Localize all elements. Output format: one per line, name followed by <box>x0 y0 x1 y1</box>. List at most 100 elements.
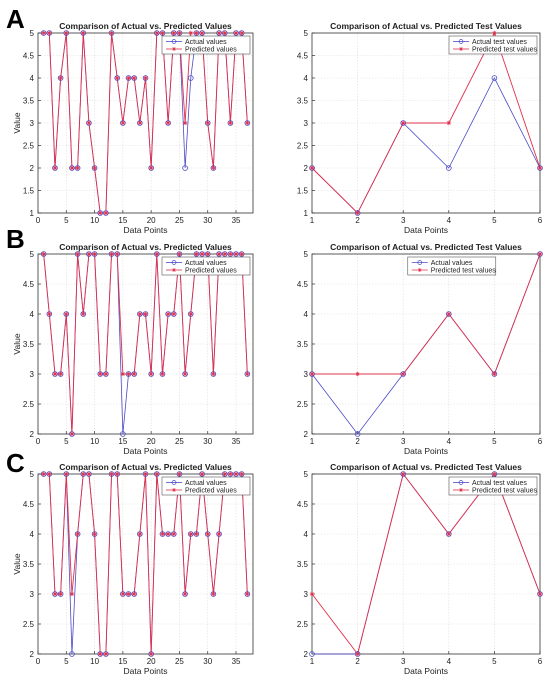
data-point-predicted <box>52 165 58 171</box>
data-point-actual <box>354 210 361 216</box>
data-point-actual <box>46 471 53 477</box>
data-point-predicted <box>109 471 114 477</box>
data-point-predicted <box>211 591 216 597</box>
data-point-actual <box>40 471 47 477</box>
x-axis-label: Data Points <box>124 225 168 235</box>
data-point-predicted <box>199 251 205 257</box>
x-tick-label: 5 <box>492 437 497 446</box>
y-tick-label: 3 <box>30 590 35 599</box>
data-point-predicted <box>92 251 97 257</box>
data-point-actual <box>69 431 75 437</box>
data-point-predicted <box>120 120 126 126</box>
data-point-predicted <box>492 471 497 477</box>
data-point-actual <box>400 120 407 126</box>
data-point-predicted <box>109 30 114 36</box>
y-tick-label: 4.5 <box>297 52 309 61</box>
legend-marker <box>172 488 176 492</box>
data-point-actual <box>69 651 75 657</box>
data-point-actual <box>63 311 70 317</box>
y-tick-label: 1.5 <box>297 187 309 196</box>
data-point-actual <box>154 30 160 36</box>
data-point-actual <box>74 165 81 171</box>
data-point-predicted <box>233 471 239 477</box>
x-tick-label: 0 <box>36 216 41 225</box>
data-point-predicted <box>205 531 210 537</box>
x-tick-label: 35 <box>232 657 241 666</box>
y-tick-label: 4.5 <box>23 280 35 289</box>
x-axis-label: Data Points <box>124 666 168 676</box>
chart-2: 1 2 3 4 5 6 1 1.5 2 2.5 3 3.5 4 4.5 5 Comparison of Act… <box>297 21 543 235</box>
data-point-predicted <box>109 251 114 257</box>
x-tick-label: 25 <box>175 657 184 666</box>
data-point-predicted <box>126 591 131 597</box>
data-point-predicted <box>216 30 222 36</box>
data-point-predicted <box>211 371 216 377</box>
data-point-actual <box>537 251 543 257</box>
y-tick-label: 2.5 <box>23 620 35 629</box>
data-point-predicted <box>120 371 126 377</box>
y-tick-label: 4 <box>30 310 35 319</box>
data-point-actual <box>80 30 87 36</box>
legend-marker <box>458 480 464 485</box>
data-point-actual <box>165 311 171 317</box>
series-line-predicted <box>312 253 541 375</box>
data-point-predicted <box>41 471 46 477</box>
y-tick-label: 3.5 <box>23 560 35 569</box>
data-point-actual <box>238 251 245 257</box>
data-point-predicted <box>120 591 126 597</box>
legend-entry: Actual values <box>431 260 473 267</box>
data-point-predicted <box>69 431 75 437</box>
data-point-predicted <box>492 371 497 377</box>
data-point-predicted <box>92 531 97 537</box>
data-point-actual <box>199 30 205 36</box>
data-point-actual <box>154 251 160 257</box>
x-axis-label: Data Points <box>404 225 448 235</box>
data-point-actual <box>193 531 200 537</box>
data-point-predicted <box>98 371 103 377</box>
data-point-actual <box>159 30 166 36</box>
legend-box <box>448 35 538 55</box>
x-tick-label: 10 <box>90 437 99 446</box>
legend-marker <box>417 260 423 265</box>
x-tick-label: 6 <box>538 216 543 225</box>
y-tick-label: 3.5 <box>23 97 35 106</box>
x-tick-label: 1 <box>310 657 315 666</box>
legend-marker <box>417 268 422 272</box>
data-point-predicted <box>233 251 239 257</box>
data-point-actual <box>238 30 245 36</box>
x-tick-label: 5 <box>492 216 497 225</box>
y-tick-label: 4.5 <box>297 500 309 509</box>
data-point-predicted <box>75 165 80 171</box>
data-point-actual <box>125 371 132 377</box>
data-point-actual <box>187 531 194 537</box>
x-tick-label: 6 <box>538 437 543 446</box>
series-line-predicted <box>311 31 541 214</box>
legend-marker <box>459 47 463 51</box>
data-point-predicted <box>75 251 80 257</box>
data-point-actual <box>131 75 137 81</box>
y-tick-label: 2.5 <box>23 142 35 151</box>
data-point-predicted <box>47 30 52 36</box>
data-point-predicted <box>154 471 160 477</box>
data-point-actual <box>445 311 452 317</box>
data-point-actual <box>491 371 498 377</box>
y-tick-label: 2.5 <box>297 620 309 629</box>
data-point-actual <box>63 471 70 477</box>
data-point-predicted <box>355 651 360 657</box>
data-point-predicted <box>188 311 193 317</box>
data-point-actual <box>204 531 211 537</box>
data-point-predicted <box>228 251 233 257</box>
legend-box <box>448 476 538 496</box>
y-tick-label: 3 <box>304 370 309 379</box>
x-tick-label: 1 <box>310 437 315 446</box>
data-point-actual <box>182 591 188 597</box>
y-tick-label: 2 <box>30 650 35 659</box>
y-tick-label: 2 <box>30 164 35 173</box>
data-point-predicted <box>309 165 315 171</box>
data-point-actual <box>244 371 251 377</box>
data-point-actual <box>233 251 239 257</box>
data-point-predicted <box>216 531 222 537</box>
data-point-actual <box>57 75 64 81</box>
y-tick-label: 4 <box>30 530 35 539</box>
data-point-predicted <box>211 165 216 171</box>
